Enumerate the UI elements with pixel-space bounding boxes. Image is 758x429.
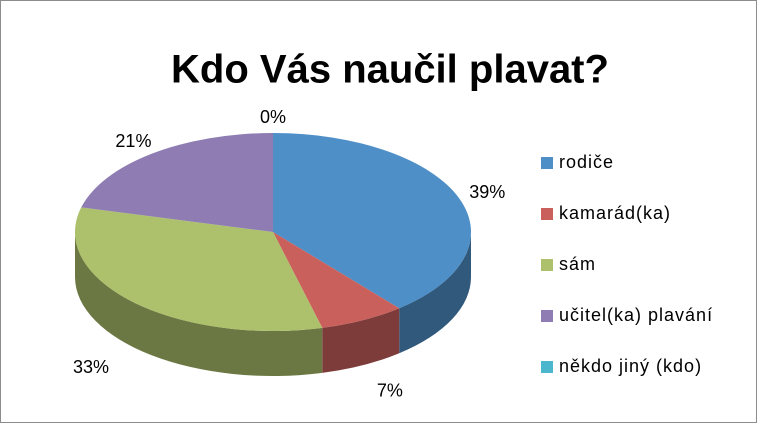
legend-swatch [541, 259, 553, 271]
pie-slice [81, 133, 273, 232]
legend-swatch [541, 208, 553, 220]
data-label: 39% [469, 182, 505, 202]
legend-label: rodiče [559, 152, 614, 172]
legend-label: sám [559, 254, 596, 274]
legend-swatch [541, 310, 553, 322]
pie-slice [74, 207, 323, 332]
chart-title: Kdo Vás naučil plavat? [171, 48, 609, 92]
legend-label: kamarád(ka) [559, 203, 671, 223]
pie-slice [273, 232, 400, 328]
pie-side [75, 232, 323, 376]
legend-label: někdo jiný (kdo) [559, 356, 702, 376]
data-label: 0% [260, 107, 286, 127]
legend-swatch [541, 157, 553, 169]
pie-side [399, 232, 471, 354]
legend-swatch [541, 361, 553, 373]
legend-label: učitel(ka) plavání [559, 305, 713, 325]
pie-slice [273, 133, 471, 309]
data-label: 21% [115, 131, 151, 151]
pie-side [322, 308, 400, 373]
data-label: 7% [377, 380, 403, 400]
data-label: 33% [73, 357, 109, 377]
